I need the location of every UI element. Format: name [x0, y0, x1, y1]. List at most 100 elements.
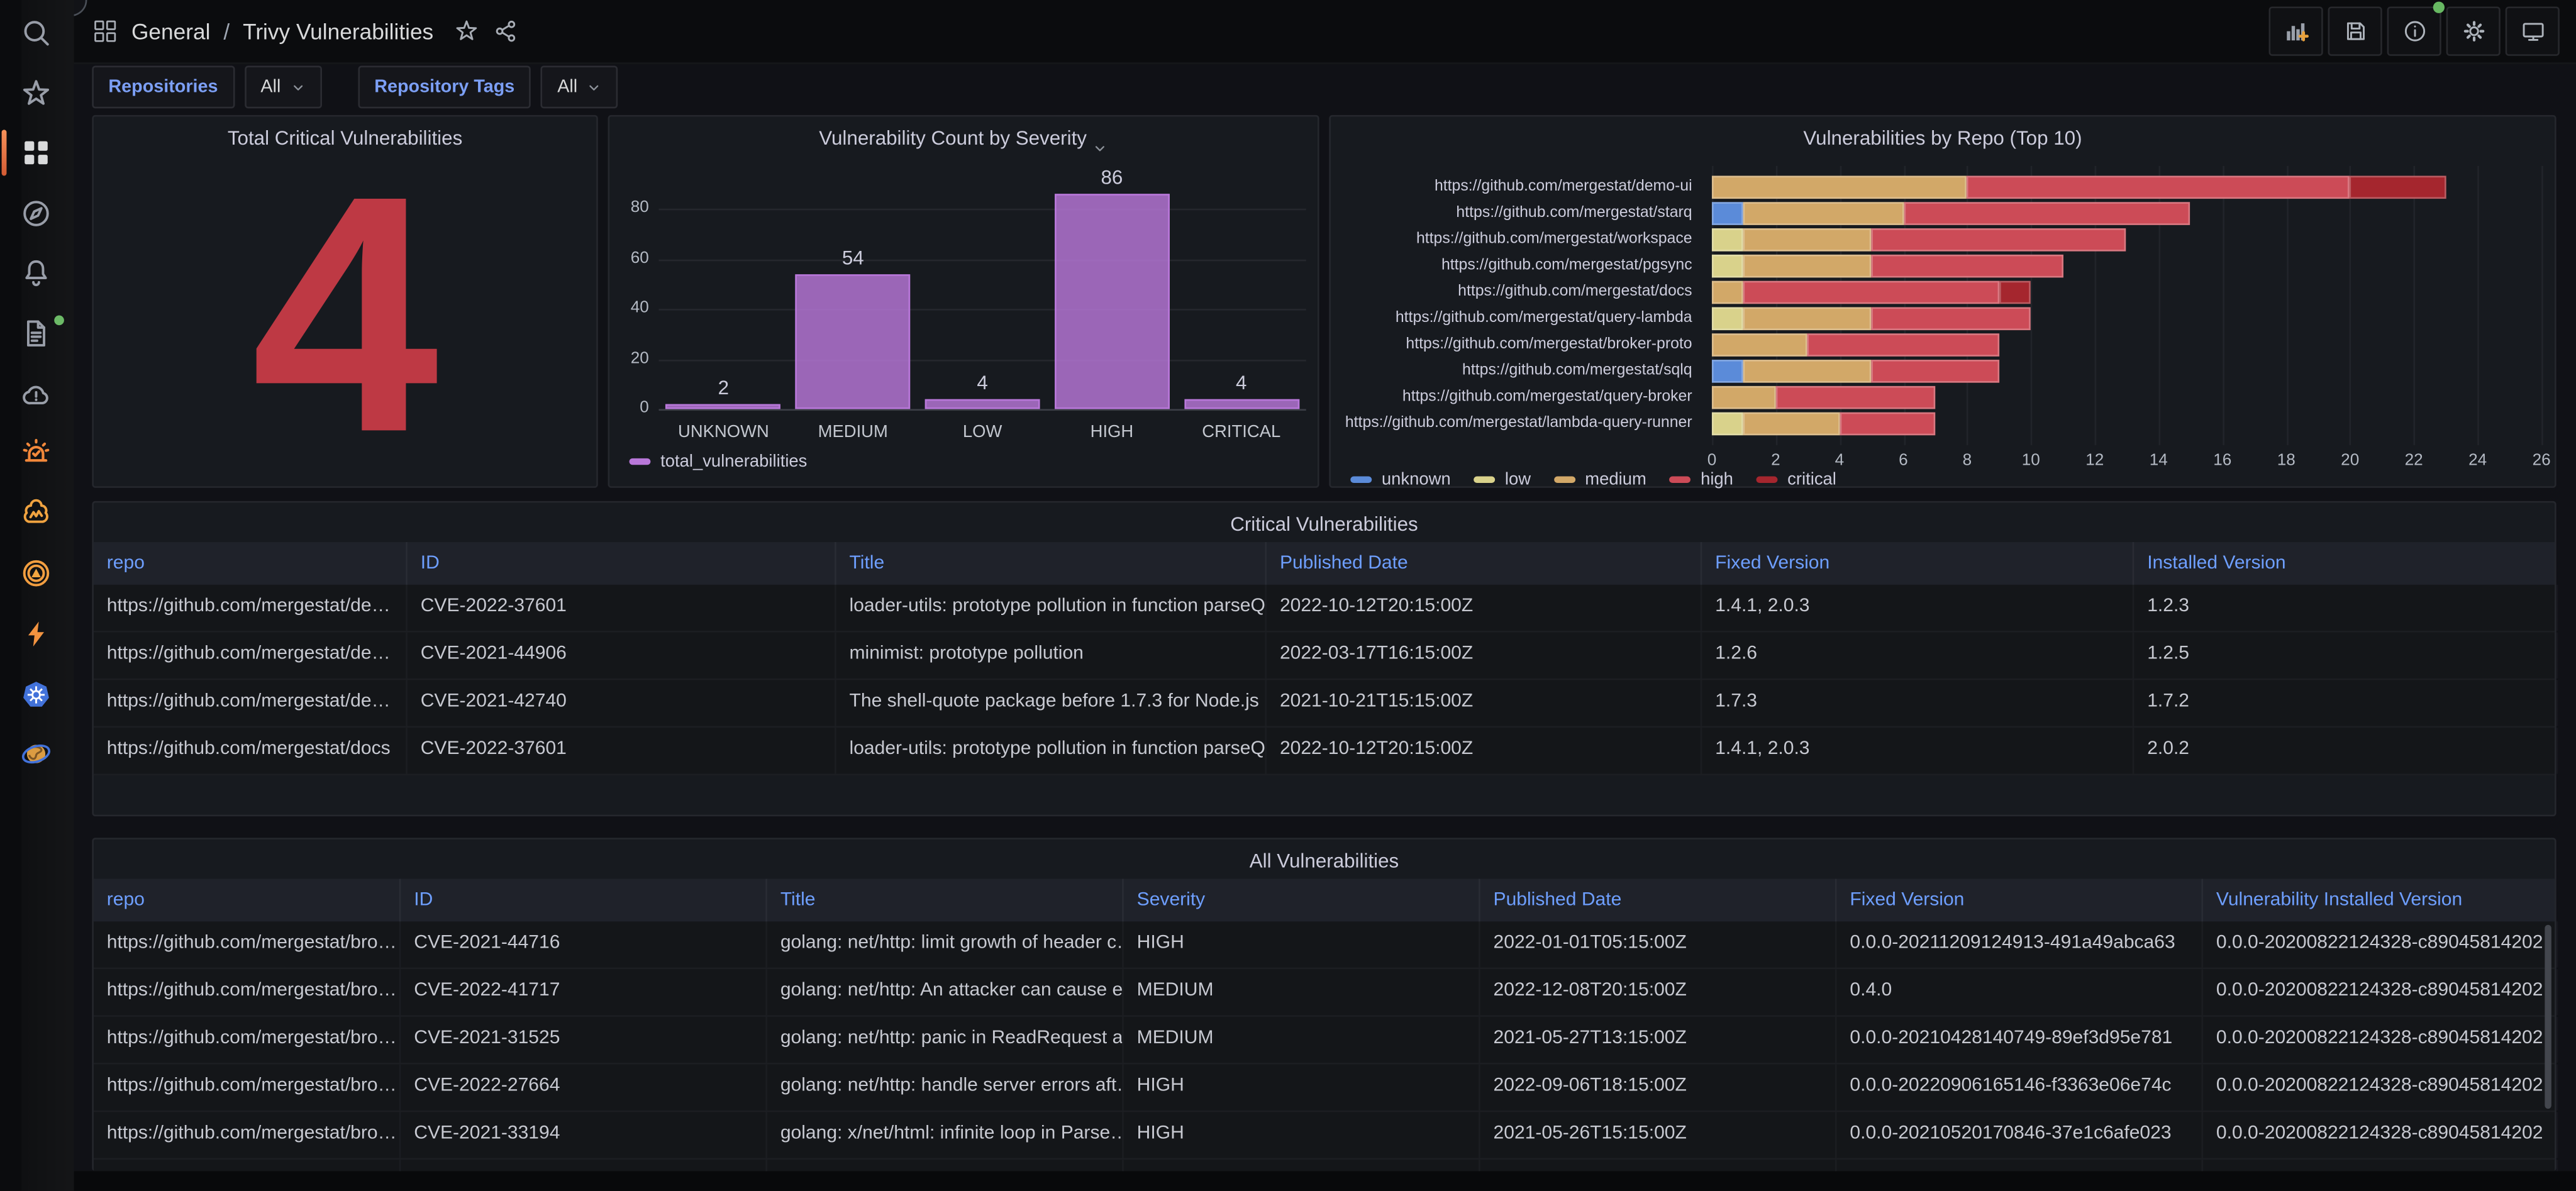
legend-item-medium[interactable]: medium: [1553, 470, 1646, 489]
bar-segment-medium[interactable]: [1743, 412, 1840, 436]
siren-icon[interactable]: [13, 431, 59, 477]
panel-title[interactable]: All Vulnerabilities: [1249, 849, 1399, 873]
bar-segment-medium[interactable]: [1711, 333, 1808, 357]
bar-segment-medium[interactable]: [1743, 228, 1872, 252]
search-icon[interactable]: [13, 10, 59, 56]
bar-segment-high[interactable]: [1871, 254, 2063, 278]
bar-segment-medium[interactable]: [1743, 360, 1872, 383]
legend-item-high[interactable]: high: [1669, 470, 1733, 489]
breadcrumb-section[interactable]: General: [131, 19, 211, 44]
chevron-down-icon: [291, 80, 306, 95]
bar-low[interactable]: [924, 399, 1040, 409]
chevron-down-icon: [587, 80, 602, 95]
share-icon[interactable]: [492, 18, 519, 45]
bar-segment-critical[interactable]: [1999, 280, 2031, 304]
column-header-fixed-version[interactable]: Fixed Version: [1702, 542, 2135, 585]
legend: total_vulnerabilities: [629, 451, 807, 472]
bar-segment-medium[interactable]: [1743, 254, 1872, 278]
panel-title[interactable]: Total Critical Vulnerabilities: [227, 126, 463, 150]
explore-compass-icon[interactable]: [13, 190, 59, 236]
column-header-repo[interactable]: repo: [94, 542, 408, 585]
bar-segment-high[interactable]: [1871, 228, 2127, 252]
bar-segment-low[interactable]: [1711, 307, 1744, 331]
cycle-view-icon[interactable]: [2505, 6, 2560, 56]
legend-item-low[interactable]: low: [1474, 470, 1531, 489]
table-cell: minimist: prototype pollution: [836, 632, 1267, 679]
bar-segment-medium[interactable]: [1743, 307, 1872, 331]
bar-segment-unknown[interactable]: [1711, 360, 1744, 383]
column-header-published-date[interactable]: Published Date: [1267, 542, 1702, 585]
bar-segment-high[interactable]: [1903, 202, 2190, 225]
bar-segment-high[interactable]: [1743, 280, 1999, 304]
ml-brain-icon[interactable]: [13, 491, 59, 537]
severity-chart: 0 20 40 60 80 2 UNKNOWN 54 MEDIUM 4 LOW 86 HIGH 4 CRIT…: [609, 116, 1318, 486]
column-header-vulnerability-installed-version[interactable]: Vulnerability Installed Version: [2216, 890, 2463, 911]
repository-tags-filter-label[interactable]: Repository Tags: [358, 65, 531, 109]
x-axis-label: LOW: [962, 422, 1002, 442]
gridline: [658, 358, 1306, 361]
dashboard-settings-icon[interactable]: [2446, 6, 2501, 56]
repositories-filter-label[interactable]: Repositories: [92, 65, 235, 109]
bar-segment-high[interactable]: [1871, 307, 2031, 331]
bar-critical[interactable]: [1184, 399, 1299, 409]
column-header-fixed-version[interactable]: Fixed Version: [1836, 878, 2204, 922]
kubernetes-icon[interactable]: [13, 671, 59, 717]
repositories-filter-value[interactable]: All: [244, 65, 322, 109]
panel-title[interactable]: Vulnerabilities by Repo (Top 10): [1803, 126, 2082, 150]
bar-segment-low[interactable]: [1711, 228, 1744, 252]
dashboards-icon[interactable]: [13, 130, 59, 176]
bar-segment-medium[interactable]: [1711, 175, 1967, 199]
gridline: [2350, 165, 2352, 445]
performance-bolt-icon[interactable]: [13, 611, 59, 657]
column-header-published-date[interactable]: Published Date: [1480, 878, 1837, 922]
variable-filters: Repositories All Repository Tags All: [92, 65, 619, 109]
bar-segment-medium[interactable]: [1711, 385, 1776, 409]
add-panel-icon[interactable]: [2268, 6, 2323, 56]
column-header-repo[interactable]: repo: [94, 878, 401, 922]
save-dashboard-icon[interactable]: [2328, 6, 2382, 56]
incident-target-icon[interactable]: [13, 551, 59, 597]
column-header-installed-version[interactable]: Installed Version: [2147, 553, 2286, 573]
legend-label: low: [1504, 470, 1531, 490]
bar-segment-medium[interactable]: [1743, 202, 1904, 225]
panel-title[interactable]: Vulnerability Count by Severity: [609, 120, 1318, 156]
bar-segment-high[interactable]: [1775, 385, 1936, 409]
breadcrumb: General / Trivy Vulnerabilities: [92, 0, 519, 62]
bar-medium[interactable]: [795, 274, 911, 409]
bar-segment-high[interactable]: [1871, 360, 1999, 383]
repo-axis-label: https://github.com/mergestat/sqlq: [1462, 361, 1692, 380]
bar-segment-low[interactable]: [1711, 412, 1744, 436]
column-header-title[interactable]: Title: [767, 878, 1124, 922]
bar-segment-low[interactable]: [1711, 254, 1744, 278]
bar-segment-medium[interactable]: [1711, 280, 1744, 304]
column-header-severity[interactable]: Severity: [1124, 878, 1480, 922]
legend-item-critical[interactable]: critical: [1756, 470, 1836, 489]
world-globe-icon[interactable]: [13, 731, 59, 777]
cloud-alert-icon[interactable]: [13, 370, 59, 416]
legend-item-unknown[interactable]: unknown: [1350, 470, 1451, 489]
favorite-star-icon[interactable]: [453, 18, 480, 45]
table-cell: https://github.com/mergestat/bro…: [94, 969, 401, 1016]
bar-segment-high[interactable]: [1839, 412, 1936, 436]
legend-item[interactable]: total_vulnerabilities: [629, 451, 807, 472]
column-header-id[interactable]: ID: [401, 878, 767, 922]
column-header-id[interactable]: ID: [408, 542, 836, 585]
table-cell: 2022-12-08T20:15:00Z: [1480, 969, 1837, 1016]
bar-high[interactable]: [1054, 194, 1170, 409]
repository-tags-filter-value[interactable]: All: [541, 65, 619, 109]
bar-segment-high[interactable]: [1967, 175, 2350, 199]
bar-segment-critical[interactable]: [2350, 175, 2446, 199]
bar-segment-unknown[interactable]: [1711, 202, 1744, 225]
repo-chart: 0 2 4 6 8 10 12 14 16 18 20 22 24 26 https://github.co…: [1331, 116, 2555, 486]
docs-icon[interactable]: [13, 311, 64, 357]
star-icon[interactable]: [13, 70, 59, 116]
bar-unknown[interactable]: [665, 404, 781, 409]
alerting-bell-icon[interactable]: [13, 250, 59, 296]
column-header-title[interactable]: Title: [836, 542, 1267, 585]
legend-swatch: [1474, 476, 1496, 483]
panel-title[interactable]: Critical Vulnerabilities: [1230, 512, 1418, 536]
dashboard-insights-icon[interactable]: [2387, 1, 2445, 56]
bar-segment-high[interactable]: [1807, 333, 1999, 357]
table-scrollbar[interactable]: [2545, 924, 2551, 1109]
table-cell: CVE-2021-42740: [408, 680, 836, 726]
